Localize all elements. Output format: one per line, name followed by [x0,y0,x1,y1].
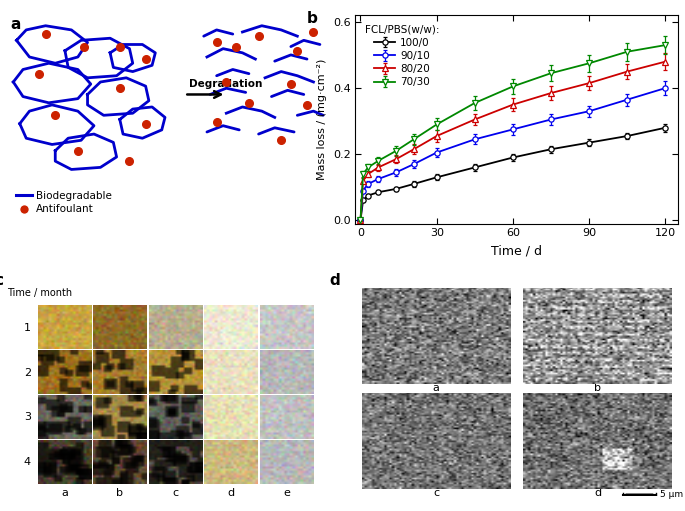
Text: c: c [0,272,3,288]
Text: d: d [594,488,601,498]
Text: 1: 1 [24,323,31,333]
Text: Degradation: Degradation [189,79,262,89]
Text: e: e [283,488,290,498]
Text: c: c [173,488,179,498]
Text: a: a [61,488,68,498]
Text: a: a [433,383,440,393]
Text: Time / month: Time / month [8,288,73,298]
Text: d: d [329,272,340,288]
Text: b: b [594,383,601,393]
Text: a: a [10,17,21,32]
Y-axis label: Mass loss / (mg·cm⁻²): Mass loss / (mg·cm⁻²) [317,59,327,180]
Text: b: b [116,488,123,498]
Text: b: b [307,11,318,26]
Legend: 100/0, 90/10, 80/20, 70/30: 100/0, 90/10, 80/20, 70/30 [360,20,443,91]
Legend: Biodegradable, Antifoulant: Biodegradable, Antifoulant [12,187,116,218]
Text: d: d [227,488,234,498]
Text: 2: 2 [24,367,31,378]
Text: c: c [433,488,439,498]
Text: 4: 4 [24,457,31,468]
Text: 5 μm: 5 μm [660,490,684,499]
Text: 3: 3 [24,412,31,423]
X-axis label: Time / d: Time / d [491,244,543,257]
